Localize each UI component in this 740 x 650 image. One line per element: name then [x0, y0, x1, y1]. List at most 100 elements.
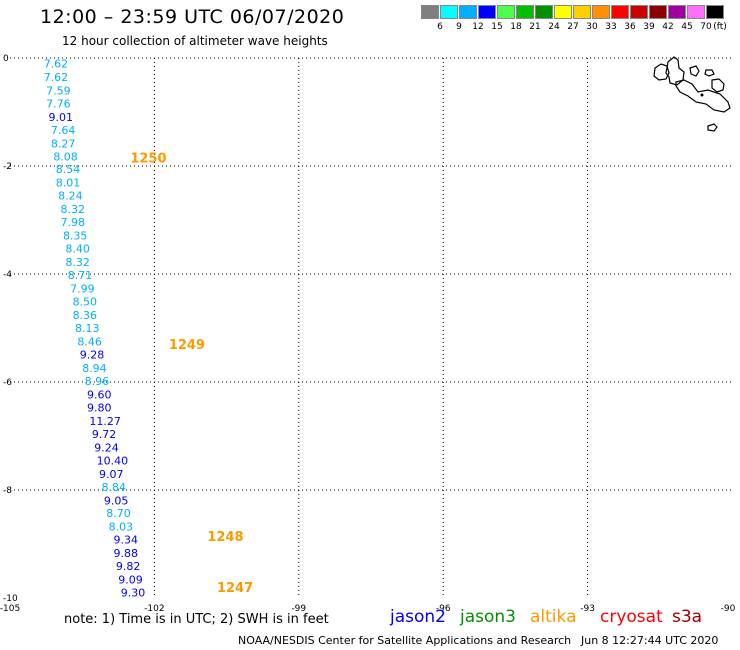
- wave-height-value: 9.30: [121, 587, 146, 600]
- legend-label: 45: [681, 22, 693, 32]
- latitude-tick-label: -6: [3, 378, 12, 388]
- credit-line: NOAA/NESDIS Center for Satellite Applica…: [238, 634, 572, 647]
- wave-height-value: 8.96: [85, 375, 110, 388]
- legend-swatch: [535, 5, 553, 19]
- legend-swatch: [516, 5, 534, 19]
- map-subtitle: 12 hour collection of altimeter wave hei…: [62, 34, 328, 48]
- longitude-tick-label: -102: [144, 604, 164, 614]
- legend-label: 30: [586, 22, 598, 32]
- legend-label: 70: [700, 22, 712, 32]
- legend-label: 24: [548, 22, 560, 32]
- satellite-label-s3a: s3a: [672, 607, 703, 627]
- wave-height-value: 9.34: [113, 534, 138, 547]
- latitude-tick-label: -2: [3, 162, 12, 172]
- legend-swatch: [706, 5, 724, 19]
- wave-height-value: 8.01: [56, 177, 81, 190]
- wave-height-value: 8.32: [65, 256, 90, 269]
- wave-height-value: 7.98: [61, 216, 86, 229]
- wave-height-value: 8.70: [106, 507, 130, 520]
- legend-swatch: [573, 5, 591, 19]
- island-coastline: [675, 79, 731, 113]
- wave-height-value: 8.71: [68, 269, 93, 282]
- pass-time-label: 1247: [217, 581, 253, 596]
- legend-label: 27: [567, 22, 579, 32]
- wave-height-value: 8.94: [82, 362, 107, 375]
- wave-height-value: 9.80: [87, 401, 112, 414]
- pass-time-label: 1250: [130, 151, 166, 166]
- wave-height-value: 9.82: [116, 560, 141, 573]
- island-coastline: [707, 123, 718, 132]
- wave-height-value: 8.40: [65, 243, 90, 256]
- legend-label: 33: [605, 22, 617, 32]
- legend-swatch: [630, 5, 648, 19]
- wave-height-value: 8.36: [73, 309, 98, 322]
- wave-height-value: 10.40: [97, 454, 129, 467]
- legend-label: 12: [472, 22, 484, 32]
- island-coastline: [689, 65, 700, 77]
- legend-label: 39: [643, 22, 655, 32]
- satellite-label-altika: altika: [530, 607, 577, 627]
- pass-time-label: 1248: [207, 530, 243, 545]
- island-coastline: [704, 69, 715, 77]
- legend-swatch: [611, 5, 629, 19]
- legend-label: 18: [510, 22, 522, 32]
- island-coastline: [700, 93, 704, 97]
- legend-label: 42: [662, 22, 674, 32]
- satellite-label-cryosat: cryosat: [600, 607, 663, 627]
- island-coastline: [653, 63, 670, 81]
- latitude-tick-label: -4: [3, 270, 12, 280]
- latitude-tick-label: 0: [3, 54, 9, 64]
- wave-height-value: 9.09: [118, 574, 143, 587]
- longitude-tick-label: -90: [721, 604, 736, 614]
- wave-height-value: 9.05: [104, 494, 129, 507]
- legend-label: 36: [624, 22, 636, 32]
- wave-height-value: 9.28: [80, 348, 105, 361]
- pass-time-label: 1249: [169, 338, 205, 353]
- wave-height-value: 8.54: [56, 163, 81, 176]
- map-title: 12:00 – 23:59 UTC 06/07/2020: [40, 6, 345, 28]
- footnote: note: 1) Time is in UTC; 2) SWH is in fe…: [64, 612, 329, 627]
- wave-height-value: 7.59: [46, 84, 71, 97]
- wave-height-value: 9.07: [99, 468, 124, 481]
- wave-height-value: 9.88: [113, 547, 138, 560]
- wave-height-value: 7.62: [44, 57, 68, 70]
- wave-height-value: 8.50: [73, 296, 98, 309]
- legend-swatch: [478, 5, 496, 19]
- galapagos-coastline: [653, 56, 731, 132]
- legend-unit: (ft): [713, 22, 727, 32]
- generated-timestamp: Jun 8 12:27:44 UTC 2020: [581, 634, 719, 647]
- legend-label: 21: [529, 22, 541, 32]
- wave-height-value: 8.08: [53, 150, 78, 163]
- wave-height-value: 8.35: [63, 230, 88, 243]
- legend-swatch: [421, 5, 439, 19]
- wave-height-value: 7.64: [51, 124, 75, 137]
- legend-swatch: [592, 5, 610, 19]
- longitude-tick-label: -105: [0, 604, 20, 614]
- longitude-tick-label: -96: [436, 604, 451, 614]
- longitude-tick-label: -93: [580, 604, 595, 614]
- wave-height-value: 8.46: [77, 336, 102, 349]
- wave-height-value: 9.72: [92, 428, 117, 441]
- wave-height-value: 8.24: [58, 190, 82, 203]
- legend-swatch: [497, 5, 515, 19]
- observation-marks: 7.627.627.597.769.017.648.278.088.548.01…: [44, 57, 253, 599]
- satellite-label-jason2: jason2: [390, 607, 446, 627]
- wave-height-value: 7.62: [44, 71, 68, 84]
- legend-label: 6: [437, 22, 443, 32]
- wave-height-value: 8.03: [109, 521, 134, 534]
- legend-swatch: [668, 5, 686, 19]
- legend-swatch: [554, 5, 572, 19]
- wave-height-value: 9.01: [49, 111, 74, 124]
- legend-label: 9: [456, 22, 462, 32]
- map-grid: -105 -102 -99 -96 -93 -90 0 -2 -4 -6 -8 -10: [0, 54, 736, 614]
- legend-label: 15: [491, 22, 503, 32]
- wave-height-value: 9.60: [87, 388, 112, 401]
- wave-height-value: 7.99: [70, 283, 95, 296]
- legend-swatch: [687, 5, 705, 19]
- wave-height-value: 8.84: [101, 481, 126, 494]
- wave-height-value: 11.27: [89, 415, 121, 428]
- legend-swatch: [459, 5, 477, 19]
- latitude-tick-label: -10: [3, 594, 18, 604]
- legend-swatch: [649, 5, 667, 19]
- island-coastline: [711, 78, 725, 93]
